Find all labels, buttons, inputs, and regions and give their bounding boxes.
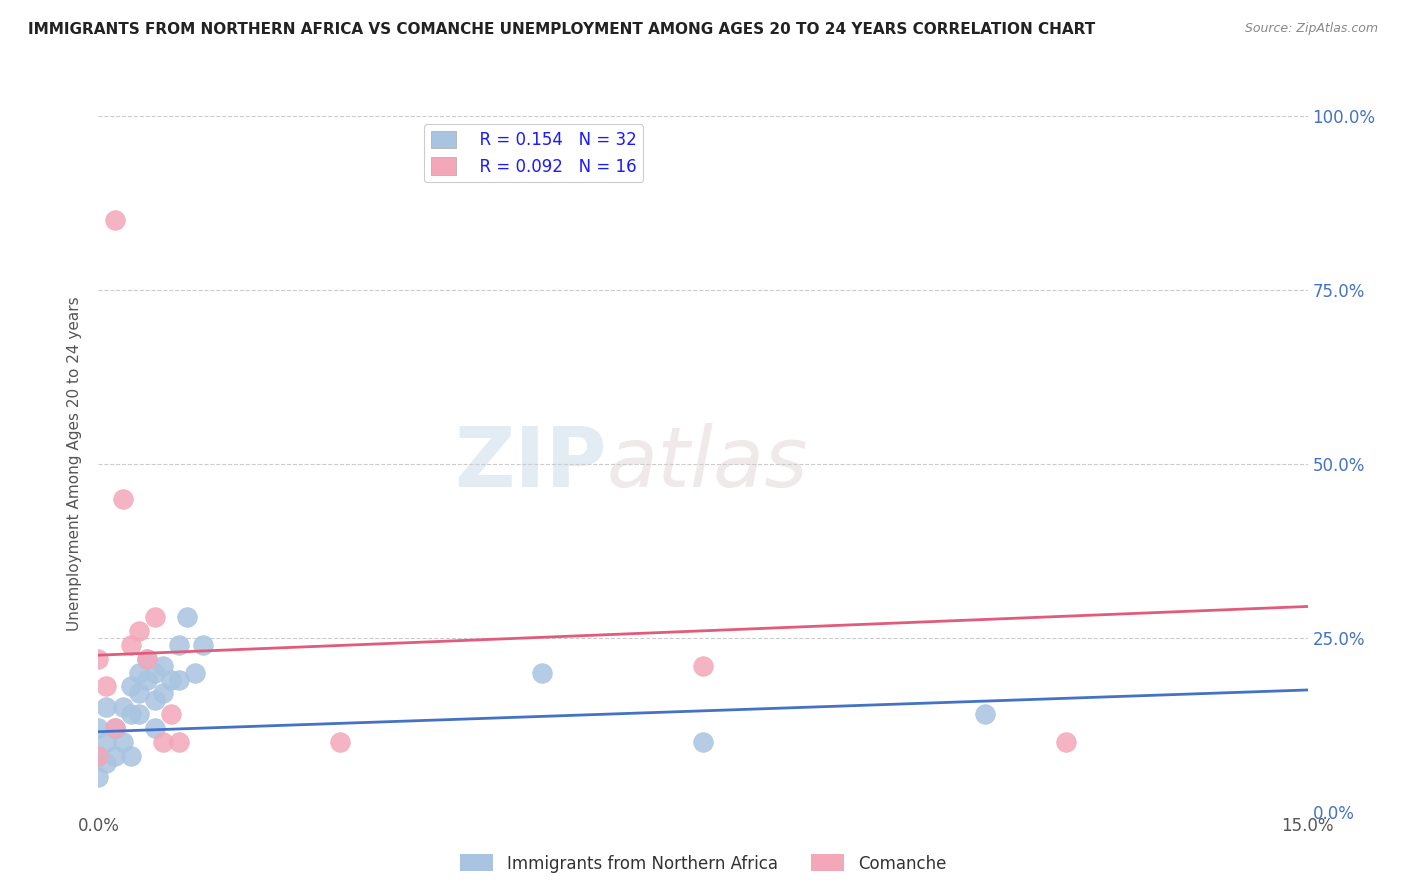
Text: atlas: atlas [606, 424, 808, 504]
Point [530, 665, 553, 680]
Point [692, 658, 714, 673]
Text: Source: ZipAtlas.com: Source: ZipAtlas.com [1244, 22, 1378, 36]
Point [103, 213, 125, 227]
Point [135, 673, 157, 687]
Point [87, 749, 110, 764]
Point [96, 756, 118, 770]
Point [87, 770, 110, 784]
Point [111, 700, 134, 714]
Point [135, 651, 157, 665]
Point [143, 721, 166, 735]
Point [152, 686, 174, 700]
Point [87, 721, 110, 735]
Point [128, 707, 150, 722]
Point [87, 749, 110, 764]
Point [167, 638, 190, 652]
Point [103, 721, 125, 735]
Point [167, 673, 190, 687]
Point [128, 686, 150, 700]
Point [103, 749, 125, 764]
Point [120, 680, 142, 694]
Point [167, 735, 190, 749]
Point [96, 680, 118, 694]
Point [160, 707, 183, 722]
Point [143, 693, 166, 707]
Point [111, 735, 134, 749]
Point [111, 491, 134, 506]
Point [974, 707, 997, 722]
Point [128, 624, 150, 638]
Point [193, 638, 215, 652]
Point [120, 638, 142, 652]
Point [184, 665, 207, 680]
Point [143, 610, 166, 624]
Text: IMMIGRANTS FROM NORTHERN AFRICA VS COMANCHE UNEMPLOYMENT AMONG AGES 20 TO 24 YEA: IMMIGRANTS FROM NORTHERN AFRICA VS COMAN… [28, 22, 1095, 37]
Point [87, 651, 110, 665]
Legend:   R = 0.154   N = 32,   R = 0.092   N = 16: R = 0.154 N = 32, R = 0.092 N = 16 [425, 124, 644, 182]
Point [135, 651, 157, 665]
Point [120, 707, 142, 722]
Y-axis label: Unemployment Among Ages 20 to 24 years: Unemployment Among Ages 20 to 24 years [67, 296, 83, 632]
Point [120, 749, 142, 764]
Point [152, 658, 174, 673]
Point [96, 735, 118, 749]
Point [692, 735, 714, 749]
Point [152, 735, 174, 749]
Point [96, 700, 118, 714]
Point [128, 665, 150, 680]
Text: ZIP: ZIP [454, 424, 606, 504]
Point [143, 665, 166, 680]
Point [160, 673, 183, 687]
Point [103, 721, 125, 735]
Point [176, 610, 198, 624]
Point [329, 735, 352, 749]
Point [1054, 735, 1077, 749]
Legend: Immigrants from Northern Africa, Comanche: Immigrants from Northern Africa, Comanch… [453, 847, 953, 880]
